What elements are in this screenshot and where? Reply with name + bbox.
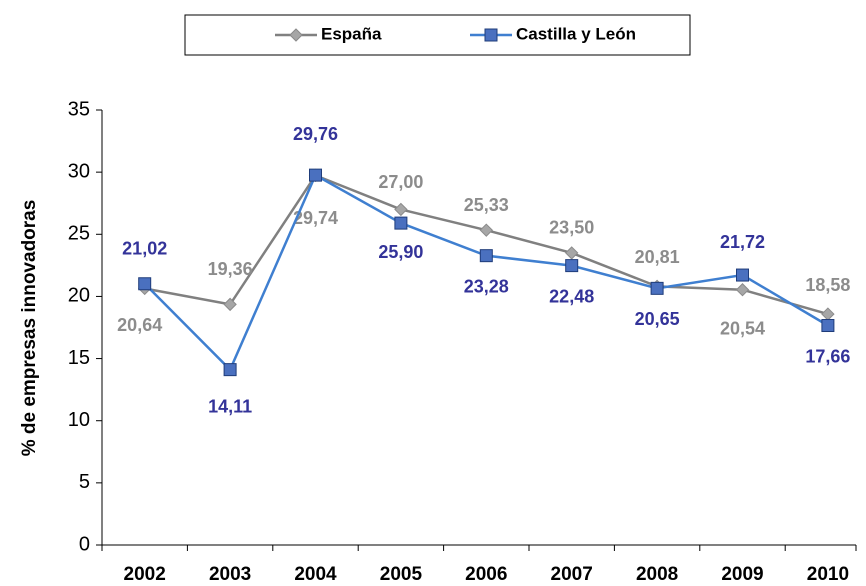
y-axis-label: % de empresas innovadoras bbox=[19, 200, 40, 457]
value-label: 21,02 bbox=[122, 239, 167, 259]
marker bbox=[223, 363, 237, 377]
y-tick-label: 20 bbox=[68, 285, 90, 307]
marker bbox=[736, 268, 749, 282]
marker bbox=[309, 168, 322, 182]
x-tick-label: 2003 bbox=[209, 564, 251, 585]
x-tick-label: 2005 bbox=[380, 564, 423, 585]
marker bbox=[394, 216, 408, 230]
marker bbox=[223, 297, 237, 312]
value-label: 20,81 bbox=[635, 247, 680, 267]
legend-label: España bbox=[321, 24, 382, 43]
value-label: 29,76 bbox=[293, 124, 338, 144]
value-label: 19,36 bbox=[208, 259, 253, 279]
legend-label: Castilla y León bbox=[516, 24, 636, 43]
x-tick-label: 2010 bbox=[807, 564, 849, 585]
y-tick-label: 10 bbox=[68, 409, 90, 431]
marker bbox=[479, 249, 493, 263]
marker bbox=[650, 281, 664, 295]
marker bbox=[565, 259, 579, 273]
x-tick-label: 2004 bbox=[294, 564, 337, 585]
value-label: 20,54 bbox=[720, 318, 765, 338]
marker bbox=[564, 246, 579, 260]
value-label: 17,66 bbox=[805, 346, 850, 366]
y-tick-label: 25 bbox=[68, 223, 90, 245]
marker bbox=[821, 307, 835, 321]
value-label: 21,72 bbox=[720, 232, 765, 252]
value-label: 18,58 bbox=[805, 275, 850, 295]
value-label: 20,64 bbox=[117, 315, 162, 335]
value-label: 23,50 bbox=[549, 218, 594, 238]
marker bbox=[821, 319, 835, 333]
x-tick-label: 2002 bbox=[124, 564, 166, 585]
value-label: 25,90 bbox=[378, 242, 423, 262]
y-tick-label: 0 bbox=[79, 533, 90, 555]
x-tick-label: 2006 bbox=[465, 564, 507, 585]
marker bbox=[138, 277, 152, 291]
value-label: 14,11 bbox=[208, 396, 252, 416]
value-label: 29,74 bbox=[293, 208, 338, 228]
x-tick-label: 2007 bbox=[551, 564, 593, 585]
y-tick-label: 15 bbox=[68, 347, 90, 369]
value-label: 25,33 bbox=[464, 195, 509, 215]
x-tick-label: 2008 bbox=[636, 564, 678, 585]
legend-marker bbox=[484, 28, 498, 42]
marker bbox=[394, 202, 408, 217]
legend-marker bbox=[289, 28, 303, 42]
value-label: 27,00 bbox=[378, 172, 423, 192]
marker bbox=[735, 283, 750, 297]
y-tick-label: 5 bbox=[79, 471, 90, 493]
value-label: 22,48 bbox=[549, 286, 594, 306]
value-label: 23,28 bbox=[464, 276, 509, 296]
marker bbox=[479, 223, 494, 237]
legend-box bbox=[184, 14, 691, 56]
y-tick-label: 35 bbox=[68, 98, 90, 120]
x-tick-label: 2009 bbox=[721, 564, 763, 585]
value-label: 20,65 bbox=[635, 309, 680, 329]
y-tick-label: 30 bbox=[68, 160, 90, 182]
